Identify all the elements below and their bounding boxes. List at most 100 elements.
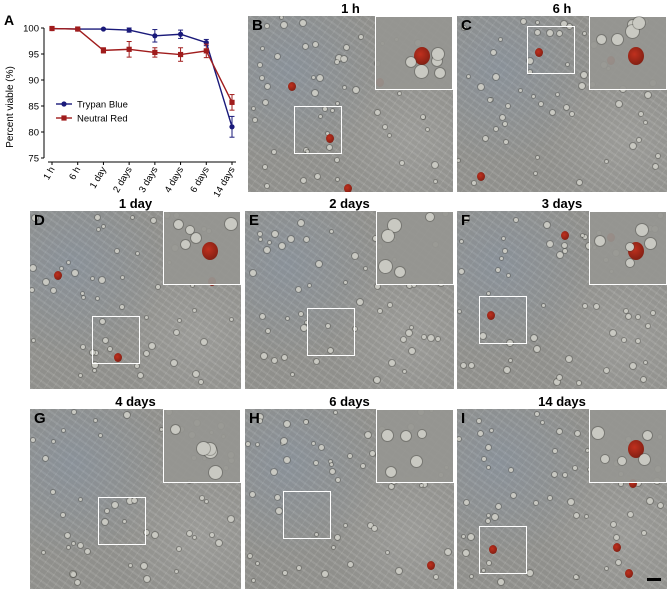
cell-body <box>201 339 207 345</box>
cell-body <box>605 160 608 163</box>
data-point <box>126 46 132 52</box>
cell-body <box>556 93 559 96</box>
micrograph-image <box>457 211 667 389</box>
cell-body <box>644 121 647 124</box>
panel-letter: F <box>461 212 471 229</box>
cell-body <box>490 429 493 432</box>
magnified-cell-body <box>592 427 604 439</box>
cell-body <box>313 42 318 47</box>
panel-letter: H <box>249 410 260 427</box>
cell-body <box>281 438 287 444</box>
cell-body <box>467 75 470 78</box>
cell-body <box>563 249 567 253</box>
cell-body <box>459 269 464 274</box>
cell-body <box>95 215 100 220</box>
cell-body <box>388 303 392 307</box>
cell-body <box>539 102 543 106</box>
cell-body <box>375 284 380 289</box>
cell-body <box>656 154 660 158</box>
cell-body <box>462 535 465 538</box>
cell-body <box>282 355 287 360</box>
cell-body <box>79 498 82 501</box>
cell-body <box>127 498 133 504</box>
cell-body <box>641 377 646 382</box>
cell-body <box>91 277 94 280</box>
cell-body <box>301 178 306 183</box>
magnified-cell-body <box>197 442 210 455</box>
magnified-stained-cell <box>202 242 218 260</box>
cell-body <box>108 347 112 351</box>
cell-body <box>124 412 130 418</box>
cell-body <box>252 579 255 582</box>
cell-body <box>43 279 49 285</box>
cell-body <box>271 469 277 475</box>
cell-body <box>639 112 643 116</box>
data-point <box>177 51 184 58</box>
magnified-cell-body <box>171 425 180 434</box>
cell-body <box>637 138 641 142</box>
cell-body <box>532 95 535 98</box>
cell-body <box>616 560 621 565</box>
cell-body <box>31 438 35 442</box>
cell-body <box>284 457 290 463</box>
cell-body <box>51 490 55 494</box>
cell-body <box>488 98 492 102</box>
cell-body <box>388 134 391 137</box>
cell-body <box>316 261 322 267</box>
stained-cell <box>535 48 543 57</box>
cell-body <box>81 345 85 349</box>
stained-cell <box>326 134 334 143</box>
cell-body <box>557 252 563 258</box>
cell-body <box>462 26 466 30</box>
cell-body <box>542 304 545 307</box>
cell-body <box>299 312 303 316</box>
cell-body <box>336 478 340 482</box>
cell-body <box>480 333 486 339</box>
magnified-cell-body <box>401 431 411 441</box>
cell-body <box>374 377 380 383</box>
cell-body <box>205 500 208 503</box>
data-point <box>49 25 55 32</box>
cell-body <box>581 72 587 78</box>
cell-body <box>279 243 285 249</box>
cell-body <box>420 484 423 487</box>
region-of-interest-box <box>527 26 575 74</box>
cell-body <box>494 127 498 131</box>
cell-body <box>141 563 147 569</box>
cell-body <box>458 310 461 313</box>
cell-body <box>97 228 100 231</box>
cell-body <box>99 277 105 283</box>
cell-body <box>491 50 496 55</box>
stained-cell <box>114 353 122 362</box>
magnified-stained-cell <box>628 47 644 65</box>
cell-body <box>534 501 538 505</box>
cell-body <box>378 309 382 313</box>
panel-title: 1 h <box>341 1 360 16</box>
cell-body <box>527 58 533 64</box>
cell-body <box>406 330 412 336</box>
magnified-cell-body <box>432 48 444 60</box>
cell-body <box>100 319 105 324</box>
data-point <box>203 48 209 54</box>
cell-body <box>445 549 451 555</box>
cell-body <box>361 464 365 468</box>
cell-body <box>291 373 294 376</box>
cell-body <box>284 421 290 427</box>
cell-body <box>187 531 192 536</box>
cell-body <box>409 348 415 354</box>
magnified-cell-body <box>395 267 405 277</box>
panel-letter: E <box>249 212 260 229</box>
cell-body <box>263 165 267 169</box>
cell-body <box>256 562 259 565</box>
cell-body <box>319 115 322 118</box>
data-point <box>177 31 184 37</box>
stained-cell <box>489 545 497 554</box>
magnified-cell-body <box>406 57 416 67</box>
cell-body <box>509 468 513 472</box>
cell-body <box>304 237 309 242</box>
cell-body <box>301 325 307 331</box>
cell-body <box>332 546 335 549</box>
data-point <box>100 47 107 53</box>
cell-body <box>550 110 555 115</box>
cell-body <box>504 140 508 144</box>
